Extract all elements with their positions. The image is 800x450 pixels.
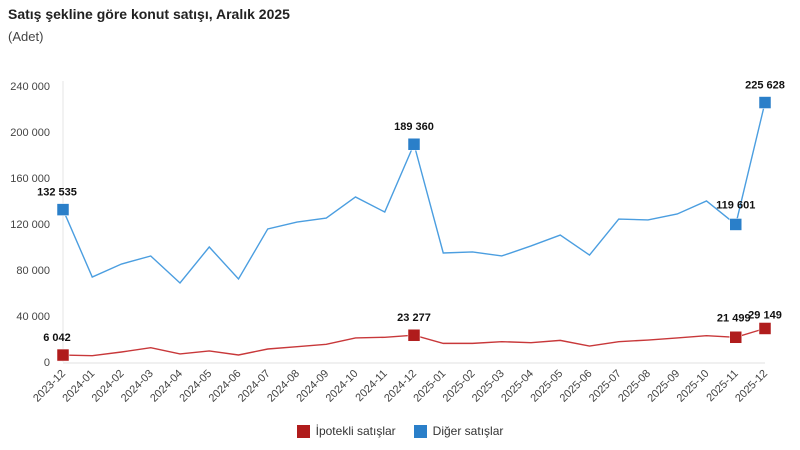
data-marker <box>758 96 772 109</box>
data-point <box>354 336 357 339</box>
line-chart: 0 40 000 80 000 120 000 160 000 200 000 240 00… <box>10 80 785 405</box>
data-point <box>325 343 328 346</box>
legend-item-other[interactable]: Diğer satışlar <box>413 424 504 438</box>
data-label: 119 601 <box>716 199 755 211</box>
data-point <box>530 244 533 247</box>
data-point <box>442 251 445 254</box>
data-point <box>237 353 240 356</box>
data-point <box>383 336 386 339</box>
y-tick-label: 240 000 <box>10 81 50 93</box>
data-label: 6 042 <box>43 332 71 344</box>
data-point <box>500 340 503 343</box>
data-point <box>705 334 708 337</box>
y-tick-label: 80 000 <box>16 265 50 277</box>
data-point <box>120 350 123 353</box>
data-point <box>588 254 591 257</box>
data-point <box>530 341 533 344</box>
data-point <box>559 339 562 342</box>
data-marker <box>758 322 772 335</box>
data-point <box>617 340 620 343</box>
data-point <box>676 336 679 339</box>
data-point <box>266 348 269 351</box>
legend-swatch-blue <box>413 424 427 438</box>
data-marker <box>56 348 70 362</box>
legend-swatch-red <box>296 424 310 438</box>
data-label: 21 499 <box>717 312 751 324</box>
data-point <box>325 217 328 220</box>
data-point <box>208 349 211 352</box>
data-point <box>91 354 94 357</box>
legend: İpotekli satışlar Diğer satışlar <box>0 424 800 438</box>
data-point <box>149 254 152 257</box>
y-tick-label: 120 000 <box>10 219 50 231</box>
data-point <box>296 345 299 348</box>
data-point <box>617 218 620 221</box>
data-label: 29 149 <box>748 309 782 321</box>
y-tick-label: 0 <box>44 357 50 369</box>
data-point <box>647 218 650 221</box>
x-tick-label: 2025-10 <box>675 368 712 405</box>
y-tick-label: 40 000 <box>16 311 50 323</box>
legend-item-mortgage[interactable]: İpotekli satışlar <box>296 424 396 438</box>
data-point <box>676 212 679 215</box>
y-tick-label: 200 000 <box>10 127 50 139</box>
data-point <box>588 345 591 348</box>
data-point <box>559 234 562 237</box>
data-label: 189 360 <box>394 121 434 133</box>
x-tick-label: 2025-12 <box>733 368 770 405</box>
data-point <box>471 342 474 345</box>
data-point <box>354 195 357 198</box>
y-tick-label: 160 000 <box>10 173 50 185</box>
data-point <box>647 339 650 342</box>
data-marker <box>407 137 421 151</box>
data-marker <box>729 331 742 344</box>
data-point <box>471 250 474 253</box>
data-label: 23 277 <box>397 312 431 324</box>
x-tick-label: 2024-10 <box>324 368 361 405</box>
chart-subtitle: (Adet) <box>8 29 44 44</box>
data-marker <box>729 218 742 231</box>
data-point <box>208 246 211 249</box>
data-point <box>237 277 240 280</box>
data-point <box>500 254 503 257</box>
data-marker <box>407 328 421 342</box>
data-point <box>120 263 123 266</box>
data-point <box>266 227 269 230</box>
chart-title: Satış şekline göre konut satışı, Aralık … <box>8 6 290 22</box>
data-point <box>179 281 182 284</box>
data-point <box>442 342 445 345</box>
legend-label: İpotekli satışlar <box>315 424 396 438</box>
data-point <box>383 211 386 214</box>
legend-label: Diğer satışlar <box>432 424 504 438</box>
data-point <box>149 346 152 349</box>
data-point <box>296 221 299 224</box>
data-point <box>91 276 94 279</box>
data-label: 132 535 <box>37 187 77 199</box>
data-label: 225 628 <box>745 80 785 92</box>
data-marker <box>56 203 70 216</box>
data-point <box>179 352 182 355</box>
data-point <box>705 200 708 203</box>
